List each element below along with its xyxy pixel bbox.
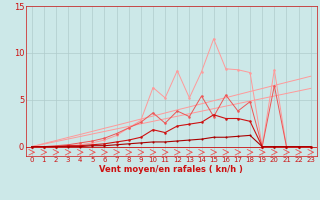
X-axis label: Vent moyen/en rafales ( kn/h ): Vent moyen/en rafales ( kn/h ) [99, 165, 243, 174]
